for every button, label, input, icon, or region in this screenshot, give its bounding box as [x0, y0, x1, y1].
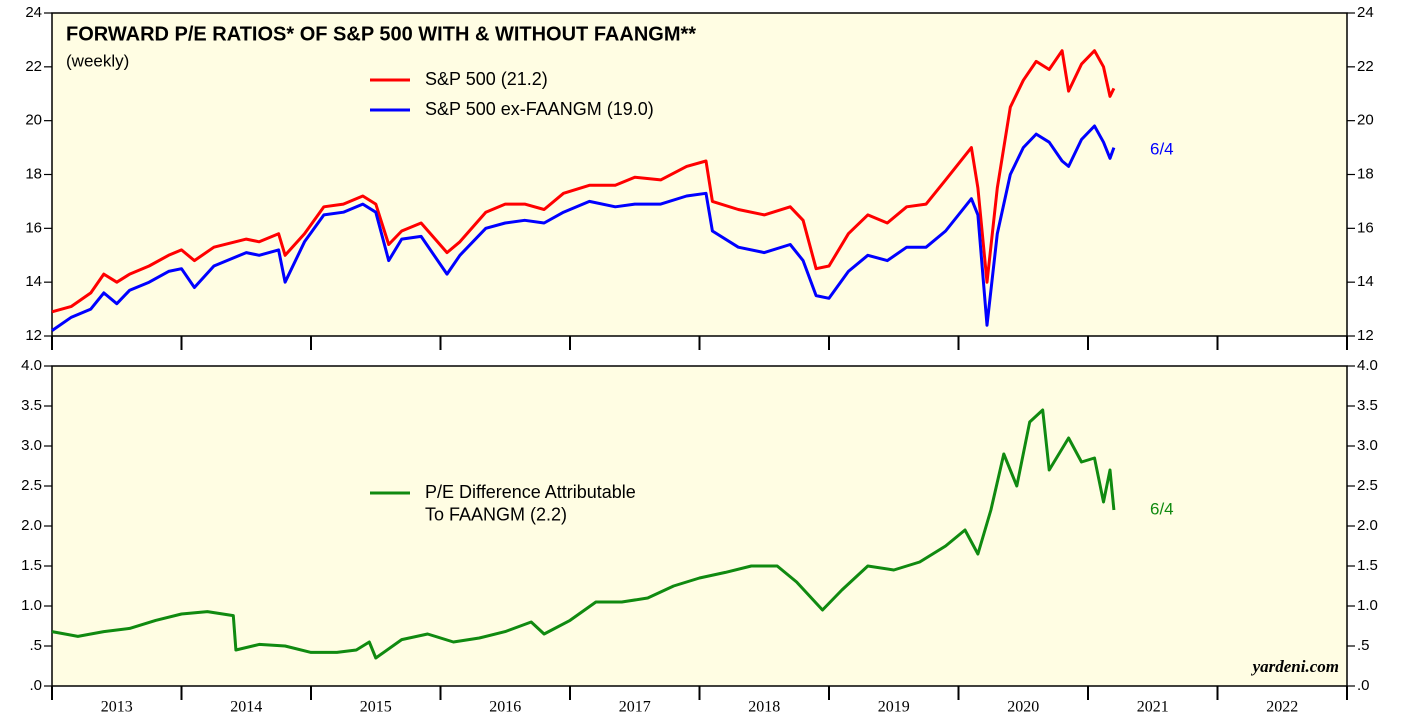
y-tick-label-right: 14: [1357, 273, 1374, 290]
y-tick-label: 2.5: [21, 477, 42, 494]
y-tick-label-right: 12: [1357, 327, 1374, 344]
x-tick-label: 2014: [230, 699, 262, 716]
y-tick-label-right: 3.5: [1357, 397, 1378, 414]
y-tick-label-right: 20: [1357, 112, 1374, 129]
y-tick-label: 16: [25, 219, 42, 236]
x-tick-label: 2013: [101, 699, 133, 716]
y-tick-label: 24: [25, 4, 42, 21]
legend-label: S&P 500 ex-FAANGM (19.0): [425, 99, 654, 119]
y-tick-label-right: 24: [1357, 4, 1374, 21]
y-tick-label-right: 2.5: [1357, 477, 1378, 494]
x-tick-label: 2020: [1007, 699, 1039, 716]
y-tick-label: .0: [29, 677, 42, 694]
y-tick-label: 12: [25, 327, 42, 344]
x-tick-label: 2018: [748, 699, 780, 716]
y-tick-label-right: 18: [1357, 165, 1374, 182]
series-line: [51, 49, 1116, 314]
y-tick-label-right: 16: [1357, 219, 1374, 236]
y-tick-label-right: 3.0: [1357, 437, 1378, 454]
x-tick-label: 2022: [1266, 699, 1298, 716]
y-tick-label: 1.5: [21, 557, 42, 574]
y-tick-label-right: 1.0: [1357, 597, 1378, 614]
plot-area: [51, 365, 1348, 687]
y-tick-label: 3.0: [21, 437, 42, 454]
x-tick-label: 2017: [619, 699, 651, 716]
y-tick-label: 18: [25, 165, 42, 182]
legend-label: P/E Difference Attributable To FAANGM (2.…: [425, 482, 636, 525]
y-tick-label: 1.0: [21, 597, 42, 614]
plot-area: [51, 12, 1348, 337]
y-tick-label: 4.0: [21, 357, 42, 374]
y-tick-label: 2.0: [21, 517, 42, 534]
y-tick-label-right: 4.0: [1357, 357, 1378, 374]
series-line: [51, 124, 1116, 332]
y-tick-label: 3.5: [21, 397, 42, 414]
y-tick-label-right: 1.5: [1357, 557, 1378, 574]
y-tick-label-right: 22: [1357, 58, 1374, 75]
source: yardeni.com: [1251, 657, 1339, 676]
y-tick-label-right: .0: [1357, 677, 1370, 694]
series-line: [51, 408, 1116, 660]
x-tick-label: 2021: [1137, 699, 1169, 716]
y-tick-label-right: 2.0: [1357, 517, 1378, 534]
annotation: 6/4: [1150, 499, 1174, 518]
x-tick-label: 2016: [489, 699, 521, 716]
y-tick-label: .5: [29, 637, 42, 654]
chart-title: FORWARD P/E RATIOS* OF S&P 500 WITH & WI…: [66, 23, 696, 45]
y-tick-label: 14: [25, 273, 42, 290]
annotation: 6/4: [1150, 139, 1174, 158]
legend-label: S&P 500 (21.2): [425, 69, 548, 89]
y-tick-label: 22: [25, 58, 42, 75]
y-tick-label-right: .5: [1357, 637, 1370, 654]
y-tick-label: 20: [25, 112, 42, 129]
x-tick-label: 2015: [360, 699, 392, 716]
x-tick-label: 2019: [878, 699, 910, 716]
chart-subtitle: (weekly): [66, 51, 129, 70]
